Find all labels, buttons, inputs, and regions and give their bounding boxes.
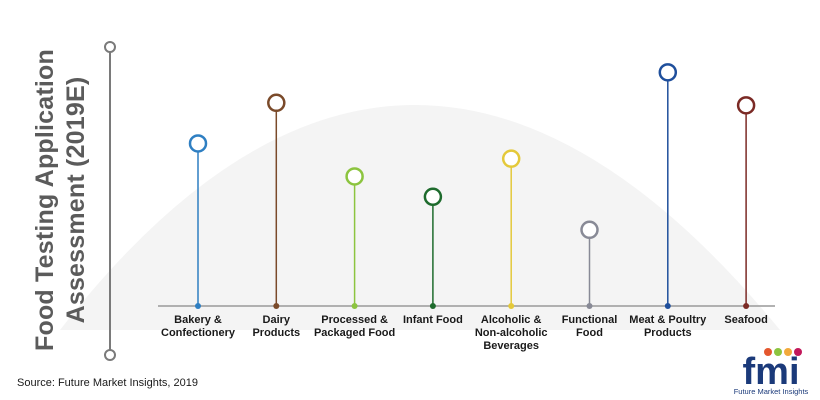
- title-divider-line: [109, 46, 111, 354]
- category-label: Functional Food: [561, 314, 618, 339]
- lollipop-head: [345, 167, 364, 186]
- category-label: Alcoholic & Non-alcoholic Beverages: [474, 314, 548, 352]
- lollipop-head: [188, 134, 208, 153]
- lollipop-base-dot: [664, 303, 671, 309]
- category-label: Meat & Poultry Products: [629, 314, 707, 339]
- category-label: Dairy Products: [252, 314, 301, 339]
- lollipop-base-dot: [743, 303, 750, 309]
- lollipop-head: [658, 63, 678, 82]
- fmi-logo-mark: fmi: [743, 351, 800, 393]
- category-label: Bakery & Confectionery: [161, 314, 235, 339]
- lollipop-base-dot: [351, 303, 358, 309]
- title-divider-bottom-dot: [104, 349, 116, 361]
- title-divider-top-dot: [104, 41, 116, 53]
- category-label: Seafood: [724, 314, 768, 326]
- lollipop-base-dot: [429, 303, 436, 309]
- fmi-logo-name: Future Market Insights: [733, 387, 809, 396]
- lollipop-head: [580, 220, 599, 240]
- source-note: Source: Future Market Insights, 2019: [17, 377, 198, 389]
- lollipop-base-dot: [508, 303, 515, 309]
- lollipop-head: [736, 96, 756, 115]
- lollipop-base-dot: [195, 303, 201, 309]
- category-label: Processed & Packaged Food: [313, 314, 396, 339]
- lollipop-head: [501, 149, 521, 168]
- category-label: Infant Food: [402, 314, 463, 326]
- lollipop-base-dot: [586, 303, 593, 309]
- lollipop-head: [267, 93, 286, 113]
- fmi-logo: fmi: [743, 348, 802, 393]
- lollipop-base-dot: [273, 303, 280, 309]
- lollipop-head: [423, 187, 443, 207]
